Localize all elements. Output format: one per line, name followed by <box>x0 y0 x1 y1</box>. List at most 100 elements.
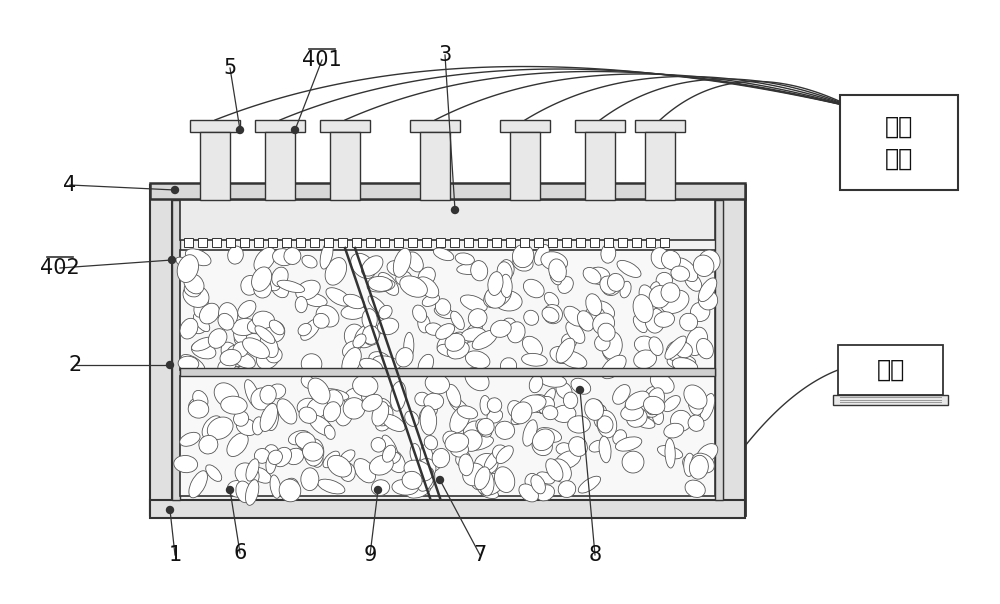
Ellipse shape <box>277 399 297 424</box>
Ellipse shape <box>603 347 619 363</box>
Bar <box>330 132 360 200</box>
Ellipse shape <box>654 312 675 327</box>
Ellipse shape <box>633 315 647 333</box>
Ellipse shape <box>307 397 328 418</box>
Ellipse shape <box>301 319 320 341</box>
Ellipse shape <box>353 334 366 348</box>
Ellipse shape <box>301 354 322 374</box>
Ellipse shape <box>621 405 644 421</box>
Ellipse shape <box>255 326 275 344</box>
Ellipse shape <box>325 257 347 285</box>
Ellipse shape <box>537 428 562 442</box>
Bar <box>265 132 295 200</box>
Ellipse shape <box>432 448 450 467</box>
Ellipse shape <box>556 382 572 399</box>
Ellipse shape <box>588 267 610 284</box>
Ellipse shape <box>627 399 652 418</box>
Ellipse shape <box>688 391 704 416</box>
Ellipse shape <box>457 406 478 419</box>
Bar <box>150 500 745 518</box>
Ellipse shape <box>537 472 554 484</box>
Ellipse shape <box>468 309 487 327</box>
Ellipse shape <box>649 281 661 301</box>
Ellipse shape <box>376 405 393 426</box>
Ellipse shape <box>511 409 531 425</box>
Ellipse shape <box>456 451 470 466</box>
Ellipse shape <box>607 274 624 291</box>
Ellipse shape <box>340 463 355 481</box>
Ellipse shape <box>326 288 351 306</box>
Ellipse shape <box>688 415 704 431</box>
Ellipse shape <box>465 351 490 368</box>
Circle shape <box>237 126 244 133</box>
Ellipse shape <box>525 474 539 489</box>
Ellipse shape <box>500 358 517 374</box>
Ellipse shape <box>208 329 227 349</box>
Bar <box>715 200 723 500</box>
Ellipse shape <box>369 455 393 475</box>
Ellipse shape <box>594 301 615 320</box>
Ellipse shape <box>362 309 377 330</box>
Ellipse shape <box>519 484 538 502</box>
Ellipse shape <box>272 267 288 286</box>
Text: 401: 401 <box>302 50 342 70</box>
Ellipse shape <box>180 318 198 339</box>
Ellipse shape <box>174 455 198 473</box>
Ellipse shape <box>600 276 617 294</box>
Ellipse shape <box>369 352 393 371</box>
Ellipse shape <box>396 348 413 367</box>
Ellipse shape <box>651 248 670 269</box>
Circle shape <box>436 477 444 483</box>
Text: 7: 7 <box>473 545 487 565</box>
Ellipse shape <box>625 397 645 417</box>
Ellipse shape <box>181 355 205 373</box>
Ellipse shape <box>362 394 382 411</box>
Ellipse shape <box>288 431 310 445</box>
Ellipse shape <box>455 253 474 265</box>
Ellipse shape <box>534 245 549 265</box>
Ellipse shape <box>256 344 280 369</box>
Ellipse shape <box>512 245 534 268</box>
Ellipse shape <box>266 455 276 474</box>
Ellipse shape <box>234 321 256 344</box>
Ellipse shape <box>221 396 247 414</box>
Ellipse shape <box>308 378 330 404</box>
Ellipse shape <box>418 267 435 286</box>
Ellipse shape <box>484 285 511 308</box>
Ellipse shape <box>192 337 214 351</box>
Ellipse shape <box>472 330 497 350</box>
Ellipse shape <box>318 479 345 494</box>
Bar <box>190 120 240 132</box>
Bar <box>506 238 515 247</box>
Ellipse shape <box>184 283 201 297</box>
Ellipse shape <box>645 308 665 333</box>
Ellipse shape <box>404 460 433 481</box>
Ellipse shape <box>260 334 278 358</box>
Ellipse shape <box>615 437 642 451</box>
Ellipse shape <box>493 445 508 460</box>
Ellipse shape <box>413 305 427 323</box>
Ellipse shape <box>303 442 323 461</box>
Ellipse shape <box>234 411 249 426</box>
Ellipse shape <box>301 375 315 388</box>
Ellipse shape <box>563 392 578 408</box>
Ellipse shape <box>233 352 255 368</box>
Ellipse shape <box>378 318 399 335</box>
Bar <box>422 238 431 247</box>
Ellipse shape <box>178 356 199 371</box>
Ellipse shape <box>634 416 655 428</box>
Ellipse shape <box>418 315 430 333</box>
Circle shape <box>374 486 382 493</box>
Bar <box>450 238 459 247</box>
Bar <box>618 238 627 247</box>
Ellipse shape <box>593 313 615 335</box>
Ellipse shape <box>589 440 605 452</box>
Ellipse shape <box>592 400 604 418</box>
Ellipse shape <box>449 397 470 416</box>
Ellipse shape <box>297 435 313 451</box>
Ellipse shape <box>364 333 378 345</box>
Text: 2: 2 <box>68 355 82 375</box>
Ellipse shape <box>508 400 524 419</box>
Bar <box>240 238 249 247</box>
Ellipse shape <box>536 485 554 501</box>
